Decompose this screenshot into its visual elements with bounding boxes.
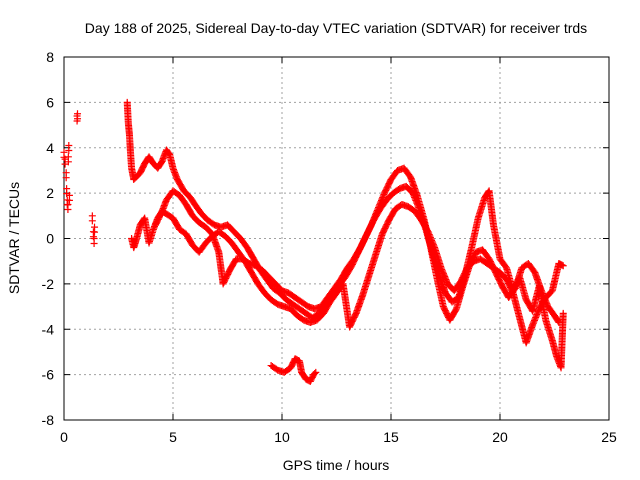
- data-point: [64, 205, 72, 213]
- chart-title: Day 188 of 2025, Sidereal Day-to-day VTE…: [85, 20, 587, 36]
- y-tick-label: 4: [46, 140, 54, 156]
- y-tick-label: -4: [42, 321, 55, 337]
- data-point: [65, 146, 73, 154]
- data-point: [89, 233, 97, 241]
- y-axis-label: SDTVAR / TECUs: [6, 182, 22, 294]
- axis-ticks: 0 5 10 15 20 25 -8 -6 -4 -2 0 2 4 6 8: [42, 49, 617, 445]
- x-tick-label: 20: [492, 429, 508, 445]
- data-point: [559, 309, 567, 317]
- x-tick-label: 5: [169, 429, 177, 445]
- series-arc-2: [128, 182, 567, 372]
- x-axis-label: GPS time / hours: [283, 457, 390, 473]
- data-point: [311, 369, 319, 377]
- data-point: [64, 158, 72, 166]
- grid-lines: [64, 57, 609, 420]
- data-point: [559, 262, 567, 270]
- x-tick-label: 10: [274, 429, 290, 445]
- data-point: [74, 115, 82, 123]
- data-point: [62, 174, 70, 182]
- x-tick-label: 0: [60, 429, 68, 445]
- data-point: [65, 196, 73, 204]
- data-points: [60, 98, 567, 385]
- y-tick-label: 6: [46, 94, 54, 110]
- y-tick-label: 8: [46, 49, 54, 65]
- y-tick-label: 2: [46, 185, 54, 201]
- data-point: [312, 368, 320, 376]
- data-point: [91, 228, 99, 236]
- series-isolated-patch: [267, 355, 320, 385]
- series-early-scatter: [60, 110, 99, 247]
- data-point: [90, 240, 98, 247]
- y-tick-label: -2: [42, 276, 55, 292]
- series-arc-3: [152, 200, 567, 347]
- y-tick-label: -6: [42, 367, 55, 383]
- x-tick-label: 15: [383, 429, 399, 445]
- y-tick-label: -8: [42, 412, 55, 428]
- x-tick-label: 25: [601, 429, 617, 445]
- data-point: [88, 217, 96, 225]
- y-tick-label: 0: [46, 231, 54, 247]
